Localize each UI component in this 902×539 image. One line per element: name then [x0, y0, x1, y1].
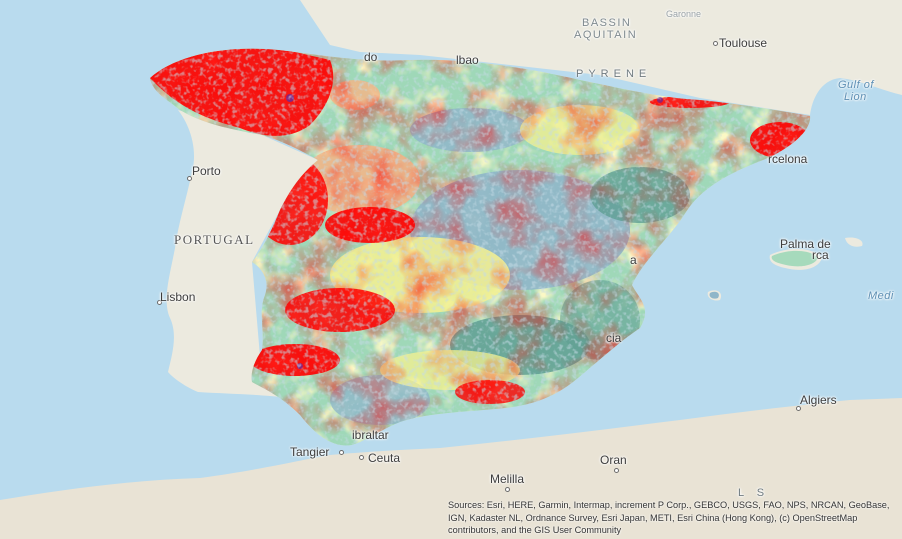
melilla-marker [505, 487, 510, 492]
label-toulouse: Toulouse [719, 36, 768, 50]
portugal-landmass [166, 110, 318, 415]
label-bassin-2: AQUITAIN [574, 29, 638, 41]
label-murcia: cia [606, 331, 622, 345]
label-gibraltar: ibraltar [352, 428, 389, 442]
label-garonne: Garonne [666, 9, 702, 19]
label-bassin-1: BASSIN [582, 17, 632, 29]
label-melilla: Melilla [490, 472, 525, 486]
toulouse-marker [713, 41, 718, 46]
label-palma-1: Palma de [780, 237, 831, 251]
menorca-island [845, 237, 863, 247]
ibiza-raster [709, 291, 719, 299]
label-pyrenees: PYRENE [576, 68, 652, 80]
label-oran: Oran [600, 453, 627, 467]
oran-marker [614, 468, 619, 473]
north-africa-landmass [0, 398, 902, 539]
label-tangier: Tangier [290, 445, 330, 459]
tangier-marker [339, 450, 344, 455]
porto-marker [187, 176, 192, 181]
label-valencia: a [630, 253, 637, 267]
map-attribution: Sources: Esri, HERE, Garmin, Intermap, i… [448, 500, 890, 535]
lisbon-marker [157, 300, 162, 305]
france-east-coast [700, 20, 902, 115]
label-oviedo: do [364, 50, 378, 64]
label-bilbao: lbao [456, 53, 479, 67]
label-barcelona: rcelona [768, 152, 808, 166]
ceuta-marker [359, 455, 364, 460]
label-ceuta: Ceuta [368, 451, 401, 465]
france-landmass [300, 0, 902, 98]
label-palma-2: rca [812, 248, 829, 262]
label-atlas: L S [738, 487, 770, 499]
label-gulf-of-lion-1: Gulf of [838, 79, 874, 91]
label-gulf-of-lion-2: Lion [844, 91, 867, 103]
label-lisbon: Lisbon [160, 290, 196, 304]
label-portugal: PORTUGAL [174, 232, 255, 247]
label-algiers: Algiers [800, 393, 837, 407]
mallorca-raster [771, 250, 818, 267]
algiers-marker [796, 406, 801, 411]
label-mediterranean: Medi [868, 290, 894, 302]
label-porto: Porto [192, 164, 221, 178]
